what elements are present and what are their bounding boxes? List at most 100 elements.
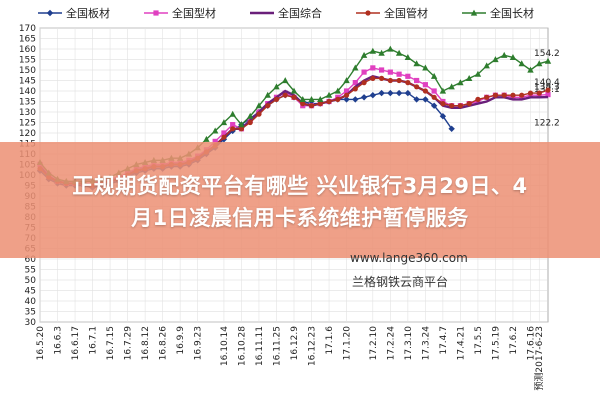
data-point [413,96,420,103]
y-tick-label: 30 [25,318,37,328]
data-point [360,94,368,101]
x-tick-label: 17.3.24 [421,326,431,361]
y-tick-label: 145 [19,77,36,87]
y-tick-label: 45 [25,287,36,297]
x-tick-label: 16.10.14 [220,326,230,366]
x-tick-label: 16.12.9 [290,326,300,361]
x-tick-label: 16.9.23 [194,326,204,360]
data-point [404,89,412,97]
data-point [405,73,411,79]
x-tick-label: 17.5.5 [474,326,484,355]
data-point [317,96,324,102]
data-point [422,64,429,71]
data-point [519,92,525,98]
y-tick-label: 155 [19,56,36,66]
data-point [387,77,393,84]
y-tick-label: 50 [25,276,37,286]
data-point [334,87,341,94]
data-point [290,87,298,94]
data-point [465,75,473,81]
data-point [247,112,254,119]
data-point [470,9,478,16]
data-point [220,119,228,126]
data-point [431,88,437,94]
data-point [265,103,271,109]
x-tick-label: 16.6.3 [54,326,64,355]
data-point [378,67,385,73]
data-point [326,98,332,105]
data-point [395,49,403,56]
y-tick-label: 55 [25,266,36,276]
data-point [501,51,508,58]
y-tick-label: 140 [19,87,36,97]
data-point [527,66,534,73]
y-tick-label: 130 [19,108,36,118]
data-point [414,77,420,84]
data-point [439,113,447,120]
data-point [370,75,376,81]
data-point [448,125,455,132]
data-point [544,57,552,64]
x-tick-label: 16.8.26 [159,326,169,361]
y-tick-label: 135 [19,98,36,108]
x-tick-label: 17.4.7 [439,326,449,355]
data-point [229,110,236,117]
x-tick-label: 16.12.23 [308,326,318,366]
data-point [365,10,371,16]
data-point [291,94,297,100]
data-point [212,138,218,144]
data-point [153,10,159,16]
data-point [325,91,333,98]
promo-banner [0,142,600,258]
legend-label: 全国综合 [278,6,322,20]
x-tick-label: 16.7.1 [89,326,99,355]
data-point [396,77,402,84]
data-point [483,62,490,69]
y-tick-label: 40 [25,297,37,307]
data-point [230,126,236,132]
data-point [343,77,350,84]
x-tick-label: 17.2.24 [386,326,396,361]
legend-label: 全国管材 [384,6,428,20]
x-tick-label: 16.7.29 [124,326,134,361]
data-point [211,127,219,134]
data-point [238,121,245,128]
data-point [361,69,367,75]
x-tick-label: 17.1.6 [325,326,335,355]
data-label: 154.2 [534,49,560,59]
data-point [431,94,437,100]
x-tick-label: 17.5.19 [491,326,501,361]
data-label: 138.3 [534,83,560,93]
data-point [430,72,438,79]
data-point [352,80,358,86]
x-tick-label: 17.6.16 [526,326,536,361]
data-point [335,96,341,102]
data-point [527,90,534,96]
x-tick-label: 16.6.17 [71,326,81,360]
data-point [439,87,447,94]
data-label: 140.4 [534,78,560,88]
data-point [308,96,315,102]
data-point [405,80,411,86]
data-point [413,60,420,67]
data-point [440,101,446,107]
data-point [317,101,323,107]
data-point [492,56,499,63]
data-point [457,103,464,109]
data-point [343,96,350,103]
data-point [361,80,367,86]
data-point [414,84,420,90]
data-point [536,60,543,67]
data-point [343,88,350,94]
data-point [46,9,54,17]
data-point [369,92,377,99]
data-point [238,126,245,132]
y-tick-label: 165 [19,35,36,45]
data-point [378,49,385,56]
data-point [247,119,253,126]
y-tick-label: 125 [19,119,36,129]
data-point [273,83,280,90]
data-point [536,90,542,96]
y-tick-label: 120 [19,129,36,139]
x-tick-label: 17.3.10 [404,326,414,361]
